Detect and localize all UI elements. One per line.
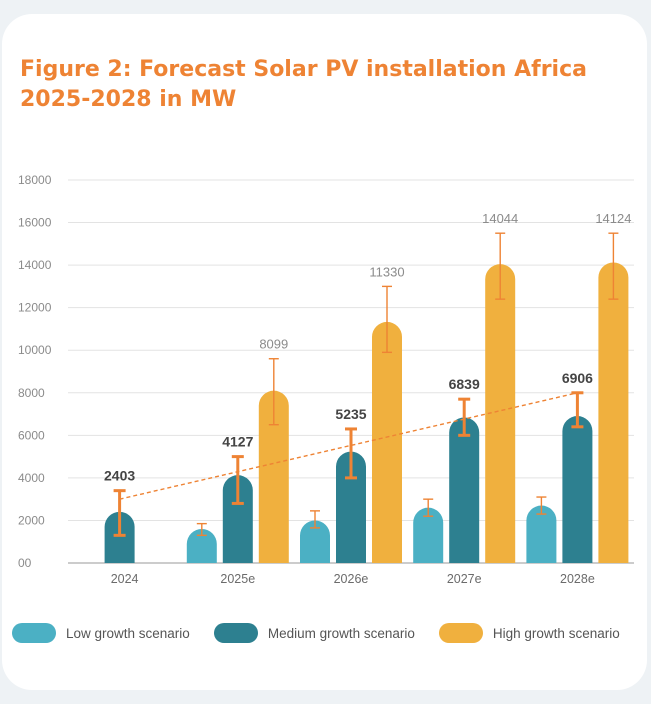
y-tick-label: 8000 [18, 386, 45, 400]
data-label-high: 14044 [482, 211, 518, 226]
y-tick-label: 12000 [18, 301, 52, 315]
bar-low [186, 528, 217, 563]
legend-label-high: High growth scenario [492, 625, 620, 641]
legend-swatch-low [12, 623, 56, 643]
y-tick-label: 00 [18, 556, 32, 570]
legend-item-low: Low growth scenario [12, 623, 190, 643]
x-tick-label: 2026e [334, 572, 369, 586]
bar-medium [336, 451, 366, 563]
y-tick-label: 2000 [18, 513, 45, 527]
chart-title-line1: Figure 2: Forecast Solar PV installation… [20, 57, 587, 82]
data-label-medium: 2403 [104, 468, 135, 484]
legend-swatch-high [438, 623, 483, 643]
x-tick-label: 2027e [447, 572, 482, 586]
data-label-medium: 6906 [562, 370, 593, 386]
bar-high [372, 321, 402, 563]
chart-card [2, 14, 647, 690]
data-label-medium: 6839 [449, 376, 480, 392]
data-label-medium: 4127 [222, 434, 253, 450]
data-label-medium: 5235 [335, 406, 366, 422]
bar-low [413, 507, 444, 563]
x-tick-label: 2028e [560, 572, 595, 586]
trend-line [119, 392, 578, 500]
legend-label-low: Low growth scenario [66, 625, 190, 641]
y-tick-label: 4000 [18, 471, 45, 485]
legend-swatch-medium [213, 623, 258, 643]
legend-item-medium: Medium growth scenario [213, 623, 415, 643]
data-label-high: 11330 [369, 264, 404, 279]
legend-label-medium: Medium growth scenario [267, 625, 415, 641]
chart-title-line2: 2025-2028 in MW [20, 87, 237, 112]
chart-legend: Low growth scenario Medium growth scenar… [12, 621, 644, 645]
y-tick-label: 18000 [18, 173, 52, 187]
bar-low [526, 505, 557, 563]
bar-medium [104, 511, 135, 563]
bar-medium [449, 417, 480, 563]
chart-title: Figure 2: Forecast Solar PV installation… [20, 55, 620, 115]
bar-low [300, 520, 330, 563]
bar-medium [222, 475, 253, 563]
bar-high [485, 264, 516, 563]
y-tick-label: 10000 [18, 343, 52, 357]
bar-high [598, 262, 629, 563]
y-tick-label: 6000 [18, 428, 45, 442]
x-tick-label: 2024 [111, 572, 139, 586]
bar-high [258, 390, 289, 563]
y-tick-label: 14000 [18, 258, 52, 272]
data-label-high: 14124 [595, 211, 631, 226]
y-tick-label: 16000 [18, 216, 52, 230]
bar-medium [562, 416, 593, 563]
x-tick-label: 2025e [220, 572, 255, 586]
data-label-high: 8099 [259, 337, 288, 352]
legend-item-high: High growth scenario [438, 623, 620, 643]
